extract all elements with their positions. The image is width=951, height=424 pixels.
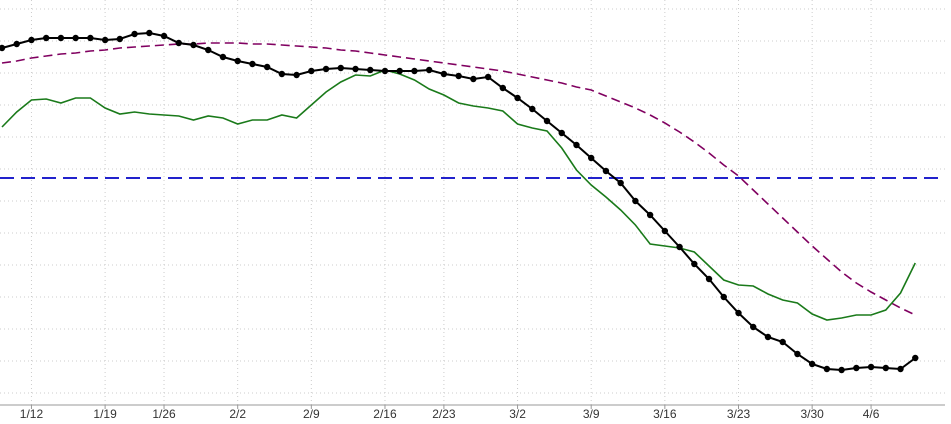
series-marker (131, 30, 138, 38)
series-marker (352, 65, 359, 73)
series-marker (750, 323, 757, 331)
series-marker (116, 35, 124, 43)
series-line (1, 31, 916, 372)
series-marker (543, 117, 551, 125)
series-marker (514, 94, 521, 102)
series-marker (381, 67, 389, 75)
series-marker (219, 53, 227, 61)
series-marker (367, 66, 374, 74)
series-marker (278, 70, 286, 78)
x-tick-label: 2/2 (229, 407, 246, 421)
series-marker (293, 71, 300, 79)
series-marker (411, 67, 418, 75)
series-marker (190, 41, 197, 49)
series-line (1, 69, 916, 321)
x-tick-label: 2/9 (303, 407, 320, 421)
series-marker (853, 364, 860, 372)
series-marker (808, 360, 816, 368)
x-tick-label: 3/9 (583, 407, 600, 421)
series-marker (529, 105, 536, 113)
x-tick-label: 2/16 (373, 407, 397, 421)
series-marker (425, 66, 433, 74)
series-marker (396, 67, 403, 75)
x-tick-label: 3/16 (653, 407, 677, 421)
series-marker (838, 366, 845, 374)
series-marker (912, 354, 919, 362)
series-marker (632, 197, 639, 205)
series-marker (573, 141, 580, 149)
x-tick-label: 3/2 (509, 407, 526, 421)
series-marker (87, 34, 94, 42)
series-marker (455, 72, 462, 80)
series-marker (602, 167, 610, 175)
x-tick-label: 2/23 (432, 407, 456, 421)
series-marker (28, 36, 35, 44)
series-marker (72, 34, 79, 42)
series-marker (794, 350, 801, 358)
series-marker (617, 179, 624, 187)
series-marker (322, 65, 330, 73)
series-marker (691, 260, 698, 268)
series-marker (897, 365, 904, 373)
series-line (1, 42, 916, 316)
series-marker (308, 67, 315, 75)
series-marker (735, 309, 742, 317)
series-marker (42, 34, 50, 42)
x-tick-label: 1/19 (93, 407, 117, 421)
series-marker (146, 29, 153, 37)
series-marker (867, 363, 875, 371)
series-marker (470, 75, 477, 83)
series-marker (676, 243, 683, 251)
series-marker (764, 333, 772, 341)
x-tick-label: 3/23 (727, 407, 751, 421)
series-marker (249, 60, 256, 68)
series-marker (205, 46, 212, 54)
x-tick-label: 1/26 (152, 407, 176, 421)
series-marker (705, 275, 713, 283)
series-marker (337, 64, 344, 72)
series-marker (57, 34, 65, 42)
series-marker (440, 70, 448, 78)
series-marker (175, 39, 182, 47)
series-marker (720, 293, 727, 301)
series-marker (661, 227, 669, 235)
series-marker (779, 338, 786, 346)
series-marker (263, 63, 271, 71)
series-marker (13, 40, 20, 48)
series-marker (588, 154, 595, 162)
series-marker (882, 364, 889, 372)
series-marker (646, 211, 654, 219)
x-tick-label: 3/30 (800, 407, 824, 421)
series-marker (823, 365, 831, 373)
series-marker (499, 84, 507, 92)
series-marker (0, 44, 6, 52)
x-tick-label: 4/6 (863, 407, 880, 421)
x-tick-label: 1/12 (20, 407, 44, 421)
series-marker (160, 32, 168, 40)
series-marker (484, 73, 492, 81)
series-marker (558, 129, 565, 137)
series-marker (101, 36, 109, 44)
series-marker (234, 57, 241, 65)
